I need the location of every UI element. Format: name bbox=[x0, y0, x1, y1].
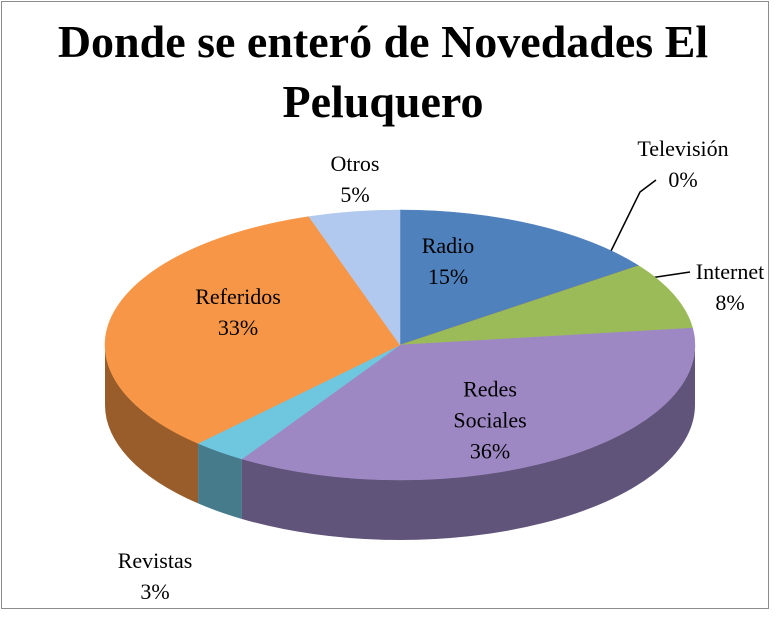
pie-slice bbox=[399, 209, 640, 346]
data-label: Otros 5% bbox=[310, 148, 400, 210]
data-label: Referidos 33% bbox=[173, 281, 303, 343]
data-value-label: 36% bbox=[469, 438, 511, 464]
data-label: Televisión 0% bbox=[618, 133, 748, 195]
data-label: Redes Sociales 36% bbox=[435, 374, 545, 467]
data-value-label: 5% bbox=[340, 182, 370, 207]
data-category-label: Internet bbox=[695, 259, 765, 284]
pie-slice bbox=[399, 265, 693, 346]
leader-line bbox=[609, 179, 657, 254]
slice-side bbox=[198, 443, 242, 519]
data-category-label: Referidos bbox=[195, 284, 281, 309]
slice-side bbox=[105, 345, 199, 504]
data-category-label: Otros bbox=[330, 151, 380, 176]
data-value-label: 0% bbox=[668, 167, 698, 192]
chart-title: Donde se enteró de Novedades El Peluquer… bbox=[57, 16, 709, 127]
data-category-label: Revistas bbox=[117, 548, 193, 573]
pie-slice bbox=[308, 209, 401, 346]
data-value-label: 3% bbox=[140, 579, 170, 604]
data-label: Internet 8% bbox=[675, 256, 783, 318]
data-value-label: 33% bbox=[217, 315, 259, 340]
pie-slice bbox=[104, 216, 401, 444]
slice-side bbox=[241, 345, 695, 540]
data-category-label: Televisión bbox=[637, 136, 729, 161]
pie-slice bbox=[241, 327, 696, 481]
data-category-label: Radio bbox=[421, 233, 475, 258]
leader-line bbox=[649, 271, 691, 279]
data-category-label: Redes Sociales bbox=[453, 376, 527, 433]
data-label: Radio 15% bbox=[403, 230, 493, 292]
data-value-label: 15% bbox=[427, 264, 469, 289]
data-label: Revistas 3% bbox=[100, 545, 210, 607]
data-value-label: 8% bbox=[715, 290, 745, 315]
